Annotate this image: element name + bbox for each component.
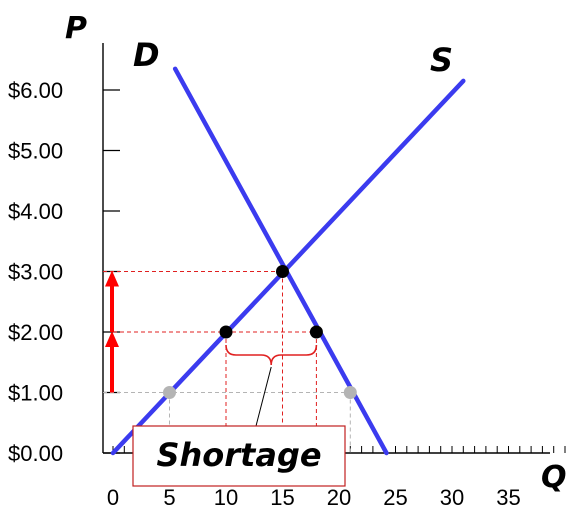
y-axis-ticks: $0.00 $1.00 $2.00 $3.00 $4.00 $5.00 $6.00 bbox=[8, 78, 120, 466]
data-point bbox=[219, 325, 233, 339]
shortage-label: Shortage bbox=[156, 436, 321, 474]
shortage-box bbox=[132, 425, 346, 487]
price-arrow-head bbox=[105, 270, 119, 287]
x-tick-label: 20 bbox=[327, 485, 351, 510]
x-tick-label: 35 bbox=[496, 485, 520, 510]
supply-label: S bbox=[430, 41, 453, 79]
y-tick-label: $3.00 bbox=[8, 260, 63, 285]
x-tick-label: 5 bbox=[163, 485, 175, 510]
data-point bbox=[163, 386, 176, 399]
x-tick-label: 10 bbox=[214, 485, 238, 510]
y-axis-title: P bbox=[65, 11, 87, 46]
y-tick-label: $6.00 bbox=[8, 78, 63, 103]
x-tick-label: 0 bbox=[107, 485, 119, 510]
x-axis-title: Q bbox=[541, 460, 567, 495]
points bbox=[163, 265, 357, 399]
y-tick-label: $4.00 bbox=[8, 199, 63, 224]
demand-label: D bbox=[133, 36, 160, 74]
shortage-brace bbox=[225, 344, 318, 366]
x-tick-label: 30 bbox=[440, 485, 464, 510]
data-point bbox=[343, 386, 357, 399]
price-arrow-head bbox=[105, 331, 119, 347]
price-arrows bbox=[105, 270, 119, 393]
y-tick-label: $5.00 bbox=[8, 139, 63, 164]
shortage-annotation: Shortage bbox=[132, 344, 346, 487]
x-tick-label: 25 bbox=[383, 485, 407, 510]
x-axis-ticks: 0 5 10 15 20 25 30 35 bbox=[107, 485, 521, 510]
y-tick-label: $2.00 bbox=[8, 320, 63, 345]
data-point bbox=[276, 265, 289, 278]
x-tick-label: 15 bbox=[270, 485, 294, 510]
y-tick-label: $1.00 bbox=[8, 381, 63, 406]
shortage-pointer bbox=[255, 366, 272, 427]
data-point bbox=[309, 325, 323, 339]
y-tick-label: $0.00 bbox=[8, 441, 63, 466]
